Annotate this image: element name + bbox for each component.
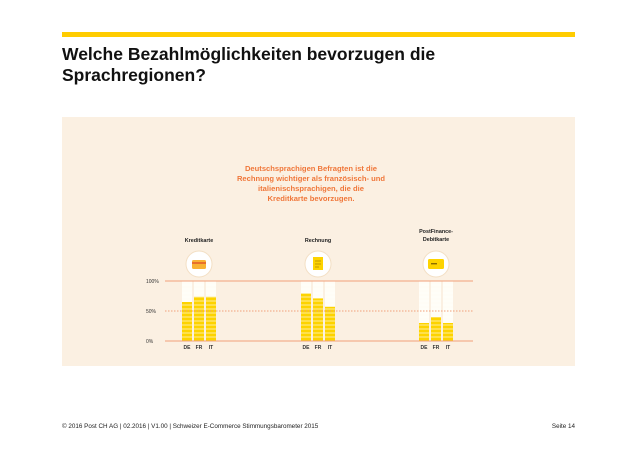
callout-line: Deutschsprachigen Befragten ist die: [245, 164, 377, 173]
category-label: FR: [433, 345, 440, 351]
callout-line: Rechnung wichtiger als französisch- und: [237, 174, 385, 183]
y-tick-label: 50%: [146, 309, 157, 315]
group-label: Kreditkarte: [185, 238, 213, 244]
footer-text: © 2016 Post CH AG | 02.2016 | V1.00 | Sc…: [62, 423, 319, 430]
debit-card-mark: [431, 263, 437, 265]
group-label: Rechnung: [305, 238, 331, 244]
invoice-icon: [313, 257, 323, 270]
chart-panel: Deutschsprachigen Befragten ist die Rechn…: [62, 117, 575, 366]
category-label: IT: [446, 345, 450, 351]
category-label: DE: [184, 345, 192, 351]
slide-title: Welche Bezahlmöglichkeiten bevorzugen di…: [62, 44, 562, 86]
bar: [182, 302, 192, 341]
bar: [325, 306, 335, 341]
bar: [419, 323, 429, 341]
credit-card-stripe: [192, 262, 206, 264]
y-tick-label: 100%: [146, 279, 159, 285]
callout-line: Kreditkarte bevorzugen.: [268, 194, 355, 203]
category-label: DE: [421, 345, 429, 351]
category-label: IT: [328, 345, 332, 351]
group-label: Debitkarte: [423, 237, 449, 243]
y-tick-label: 0%: [146, 339, 154, 345]
credit-card-icon: [192, 260, 206, 269]
category-label: IT: [209, 345, 213, 351]
bar: [194, 296, 204, 341]
payment-preference-chart: Deutschsprachigen Befragten ist dieRechn…: [146, 164, 473, 351]
bar: [443, 323, 453, 341]
group-label: PostFinance-: [419, 229, 453, 235]
page-number: Seite 14: [551, 423, 575, 430]
category-label: FR: [315, 345, 322, 351]
category-label: FR: [196, 345, 203, 351]
top-accent-rule: [62, 32, 575, 37]
slide-title-line-2: Sprachregionen?: [62, 65, 206, 85]
bar: [206, 296, 216, 341]
slide-title-line-1: Welche Bezahlmöglichkeiten bevorzugen di…: [62, 44, 436, 64]
bar: [313, 298, 323, 341]
callout-line: italienischsprachigen, die die: [258, 184, 364, 193]
category-label: DE: [303, 345, 311, 351]
